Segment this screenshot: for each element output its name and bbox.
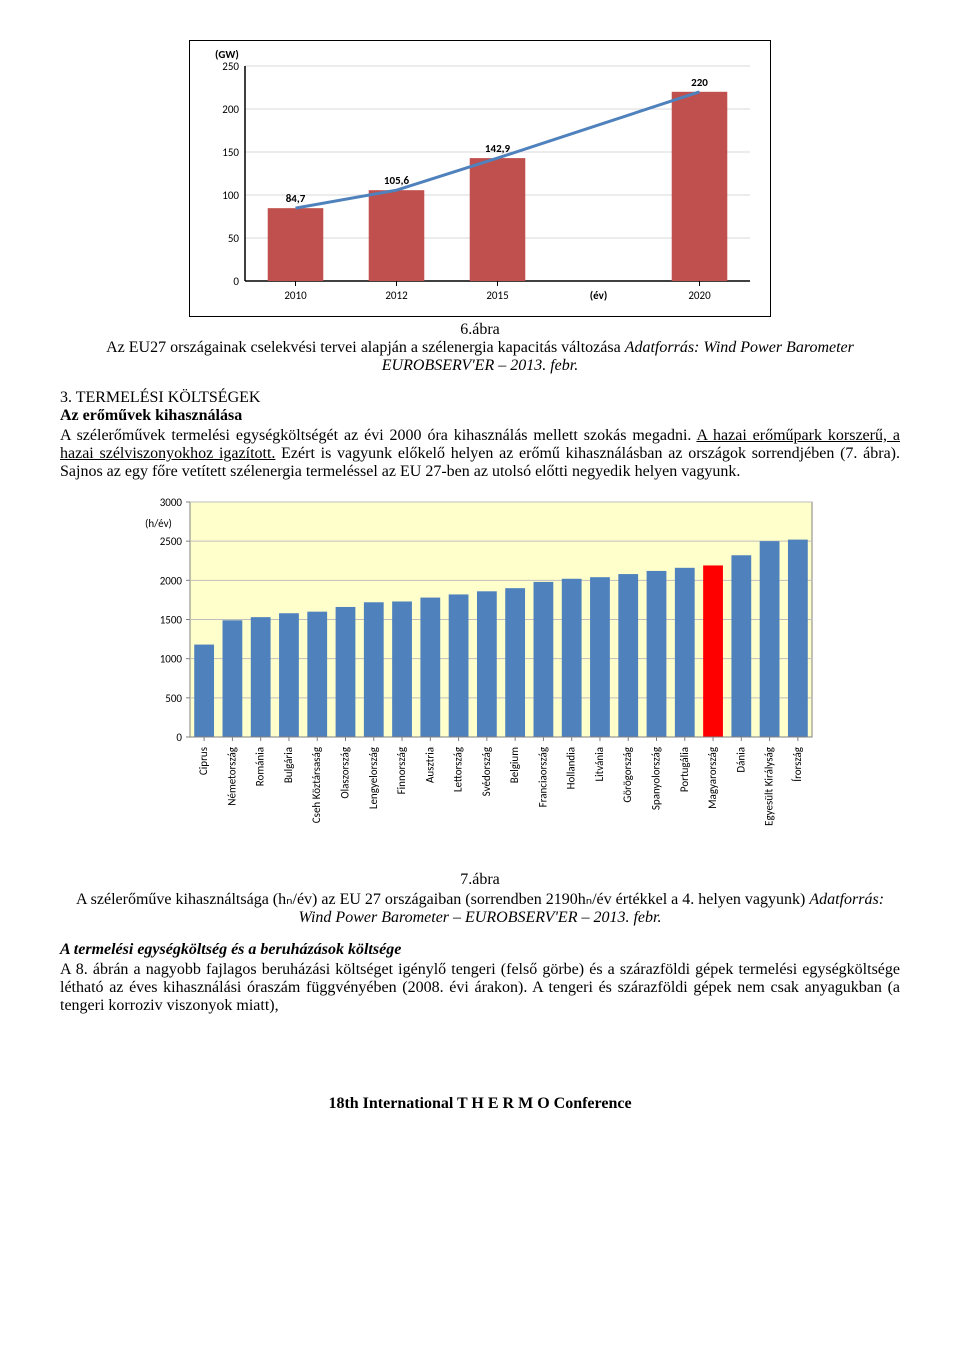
svg-text:Románia: Románia — [254, 747, 267, 786]
svg-text:220: 220 — [691, 76, 708, 89]
svg-text:Spanyolország: Spanyolország — [650, 747, 663, 810]
svg-text:2015: 2015 — [486, 289, 508, 302]
figure-7-desc: A szélerőműve kihasználtsága (hₙ/év) az … — [76, 891, 809, 908]
figure-6-caption: 6.ábra Az EU27 országainak cselekvési te… — [60, 321, 900, 375]
svg-text:Belgium: Belgium — [508, 747, 521, 783]
section-3-number-title: 3. TERMELÉSI KÖLTSÉGEK — [60, 389, 260, 406]
paragraph-1: A szélerőművek termelési egységköltségét… — [60, 427, 900, 481]
svg-text:1000: 1000 — [160, 653, 183, 666]
svg-text:Franciaország: Franciaország — [536, 747, 549, 807]
svg-text:2020: 2020 — [688, 289, 711, 302]
svg-text:Lettország: Lettország — [452, 747, 465, 792]
svg-text:Portugália: Portugália — [678, 747, 691, 792]
svg-text:50: 50 — [228, 232, 240, 245]
svg-text:84,7: 84,7 — [286, 192, 306, 205]
svg-text:2000: 2000 — [160, 574, 183, 587]
subsection-heading: A termelési egységköltség és a beruházás… — [60, 941, 900, 959]
chart2-svg: 0 500 1000 1500 2000 2500 3000 (h/év) Ciprus Néme… — [130, 487, 830, 867]
svg-text:Bulgária: Bulgária — [282, 747, 295, 783]
figure-6-desc-a: Az EU27 országainak cselekvési tervei al… — [106, 339, 625, 356]
svg-text:(GW): (GW) — [215, 48, 239, 61]
svg-text:Litvánia: Litvánia — [593, 747, 606, 781]
svg-text:Magyarország: Magyarország — [706, 747, 719, 809]
svg-text:500: 500 — [165, 692, 182, 705]
svg-text:2012: 2012 — [385, 289, 408, 302]
svg-text:Németország: Németország — [225, 747, 238, 806]
svg-text:Svédország: Svédország — [480, 747, 493, 796]
svg-text:2500: 2500 — [160, 535, 183, 548]
svg-text:Lengyelország: Lengyelország — [367, 747, 380, 809]
svg-text:Ausztria: Ausztria — [423, 747, 436, 783]
chart1-svg: 0 50 100 150 200 250(GW) 2010 84,7 2012 105,6 2015… — [190, 41, 770, 311]
page-footer: 18th International T H E R M O Conferenc… — [60, 1095, 900, 1113]
svg-text:142,9: 142,9 — [485, 142, 511, 155]
figure-6-chart-frame: 0 50 100 150 200 250(GW) 2010 84,7 2012 105,6 2015… — [189, 40, 771, 317]
svg-text:Írország: Írország — [791, 747, 804, 782]
figure-7-chart: 0 500 1000 1500 2000 2500 3000 (h/év) Ciprus Néme… — [60, 487, 900, 867]
svg-text:0: 0 — [233, 275, 239, 288]
svg-text:200: 200 — [222, 103, 239, 116]
svg-text:Görögország: Görögország — [621, 747, 634, 803]
svg-text:Cseh Köztársaság: Cseh Köztársaság — [310, 747, 323, 823]
svg-text:2010: 2010 — [284, 289, 307, 302]
figure-6-chart: 0 50 100 150 200 250(GW) 2010 84,7 2012 105,6 2015… — [60, 40, 900, 317]
svg-text:Egyesült Királyság: Egyesült Királyság — [763, 747, 776, 826]
svg-text:Hollandia: Hollandia — [565, 747, 578, 789]
svg-text:Ciprus: Ciprus — [197, 747, 210, 775]
svg-text:250: 250 — [222, 60, 239, 73]
paragraph-2: A 8. ábrán a nagyobb fajlagos beruházási… — [60, 961, 900, 1015]
section-3-heading: 3. TERMELÉSI KÖLTSÉGEK Az erőművek kihas… — [60, 389, 900, 425]
section-3-subheading: Az erőművek kihasználása — [60, 407, 242, 424]
paragraph-1a: A szélerőművek termelési egységköltségét… — [60, 427, 696, 444]
figure-7-caption: 7.ábra A szélerőműve kihasználtsága (hₙ/… — [60, 871, 900, 927]
svg-text:1500: 1500 — [160, 614, 183, 627]
svg-text:Dánia: Dánia — [734, 747, 747, 773]
figure-7-number: 7.ábra — [460, 871, 500, 888]
svg-text:Finnország: Finnország — [395, 747, 408, 794]
svg-text:150: 150 — [222, 146, 239, 159]
svg-text:0: 0 — [176, 731, 182, 744]
svg-text:105,6: 105,6 — [384, 174, 410, 187]
svg-text:3000: 3000 — [160, 496, 183, 509]
figure-6-number: 6.ábra — [460, 321, 500, 338]
svg-text:(év): (év) — [590, 289, 608, 302]
svg-text:100: 100 — [222, 189, 239, 202]
svg-text:Olaszország: Olaszország — [339, 747, 352, 799]
svg-text:(h/év): (h/év) — [145, 517, 172, 530]
